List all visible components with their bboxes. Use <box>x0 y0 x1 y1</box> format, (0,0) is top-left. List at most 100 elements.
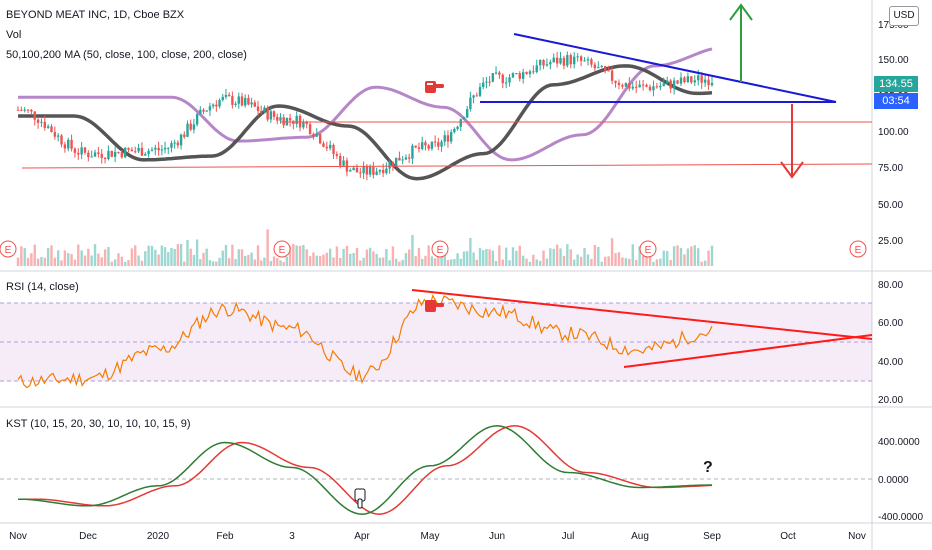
volume-bar <box>80 250 83 266</box>
candle-body <box>322 143 325 147</box>
kst-legend[interactable]: KST (10, 15, 20, 30, 10, 10, 10, 15, 9) <box>6 418 191 430</box>
candle-body <box>23 109 26 111</box>
candle-body <box>167 147 170 149</box>
candle-body <box>90 156 93 158</box>
candle-body <box>26 109 30 111</box>
candle-body <box>655 86 659 88</box>
rsi-pane[interactable] <box>0 289 873 389</box>
currency-label[interactable]: USD <box>889 6 919 26</box>
volume-bar <box>607 256 610 266</box>
volume-bar <box>60 260 63 266</box>
volume-bar <box>703 260 707 266</box>
ma-legend[interactable]: 50,100,200 MA (50, close, 100, close, 20… <box>6 49 247 61</box>
earnings-marker[interactable]: E <box>639 240 657 258</box>
volume-bar <box>130 248 134 266</box>
rsi-tick-label: 80.00 <box>878 280 903 291</box>
candle-body <box>50 126 53 133</box>
volume-bar <box>515 250 518 266</box>
price-pane[interactable] <box>16 3 873 266</box>
volume-bar <box>398 261 401 266</box>
volume-bar <box>456 253 459 266</box>
candle-body <box>465 109 469 118</box>
candle-body <box>189 123 192 130</box>
candle-body <box>305 121 308 125</box>
volume-bar <box>355 247 359 266</box>
candle-body <box>583 60 586 62</box>
volume-bar <box>586 254 590 266</box>
kst-line <box>18 425 712 515</box>
candle-body <box>87 152 90 158</box>
candle-body <box>555 57 559 64</box>
volume-bar <box>322 254 325 266</box>
volume-bar <box>453 259 456 266</box>
candle-body <box>593 64 597 69</box>
candle-body <box>140 147 144 156</box>
volume-bar <box>192 254 196 266</box>
kst-pane[interactable]: ? <box>0 425 872 515</box>
candle-body <box>538 59 542 66</box>
rsi-legend[interactable]: RSI (14, close) <box>6 281 79 293</box>
candle-body <box>312 134 315 137</box>
rsi-scale[interactable]: 80.00 60.00 40.00 20.00 <box>878 280 903 406</box>
candle-body <box>362 166 365 174</box>
candle-body <box>645 84 648 87</box>
candle-body <box>295 115 298 124</box>
volume-bar <box>521 255 525 266</box>
volume-bar <box>240 249 244 266</box>
earnings-marker[interactable]: E <box>849 240 867 258</box>
candle-body <box>576 56 579 58</box>
volume-bar <box>83 255 87 266</box>
volume-bar <box>227 258 231 266</box>
volume-bar <box>545 258 549 266</box>
kst-tick-label: 0.0000 <box>878 475 909 486</box>
candle-body <box>690 76 693 83</box>
volume-bar <box>140 260 144 266</box>
candle-body <box>46 126 50 128</box>
time-axis-label: Feb <box>216 531 234 542</box>
candle-body <box>93 152 97 157</box>
kst-scale[interactable]: 400.0000 0.0000 -400.0000 <box>878 437 923 523</box>
volume-legend[interactable]: Vol <box>6 29 22 41</box>
symbol-title[interactable]: BEYOND MEAT INC, 1D, Cboe BZX <box>6 9 185 21</box>
time-axis[interactable]: Nov Dec 2020 Feb 3 Apr May Jun Jul Aug Sep Oct Nov <box>9 531 866 542</box>
volume-bar <box>504 247 508 266</box>
candle-body <box>137 147 140 152</box>
volume-bar <box>679 247 683 266</box>
volume-bar <box>641 255 645 266</box>
candle-body <box>134 151 137 153</box>
volume-bar <box>359 260 362 266</box>
volume-bar <box>655 259 659 266</box>
time-axis-label: Apr <box>354 531 370 542</box>
volume-bar <box>211 261 215 266</box>
volume-bar <box>375 253 378 266</box>
candle-body <box>202 109 205 112</box>
candle-body <box>224 94 228 97</box>
candle-body <box>472 95 475 98</box>
volume-bar <box>53 257 57 266</box>
kst-tick-label: 400.0000 <box>878 437 920 448</box>
volume-bar <box>593 245 597 266</box>
earnings-marker[interactable]: E <box>431 240 449 258</box>
volume-bar <box>424 255 427 266</box>
candle-body <box>446 135 450 142</box>
volume-bar <box>494 260 498 266</box>
volume-bar <box>325 252 329 266</box>
candle-body <box>282 117 285 126</box>
time-axis-label: Aug <box>631 531 649 542</box>
candle-body <box>103 157 107 160</box>
candle-body <box>683 77 686 83</box>
volume-bar <box>472 252 475 266</box>
volume-bar <box>566 244 569 266</box>
earnings-marker[interactable]: E <box>0 240 17 258</box>
volume-bar <box>617 252 621 266</box>
candle-body <box>469 97 472 110</box>
volume-bar <box>478 247 482 266</box>
volume-bar <box>154 249 157 266</box>
volume-bar <box>690 246 693 266</box>
earnings-marker[interactable]: E <box>273 240 291 258</box>
question-mark-annotation: ? <box>703 459 713 476</box>
candle-body <box>378 169 382 172</box>
